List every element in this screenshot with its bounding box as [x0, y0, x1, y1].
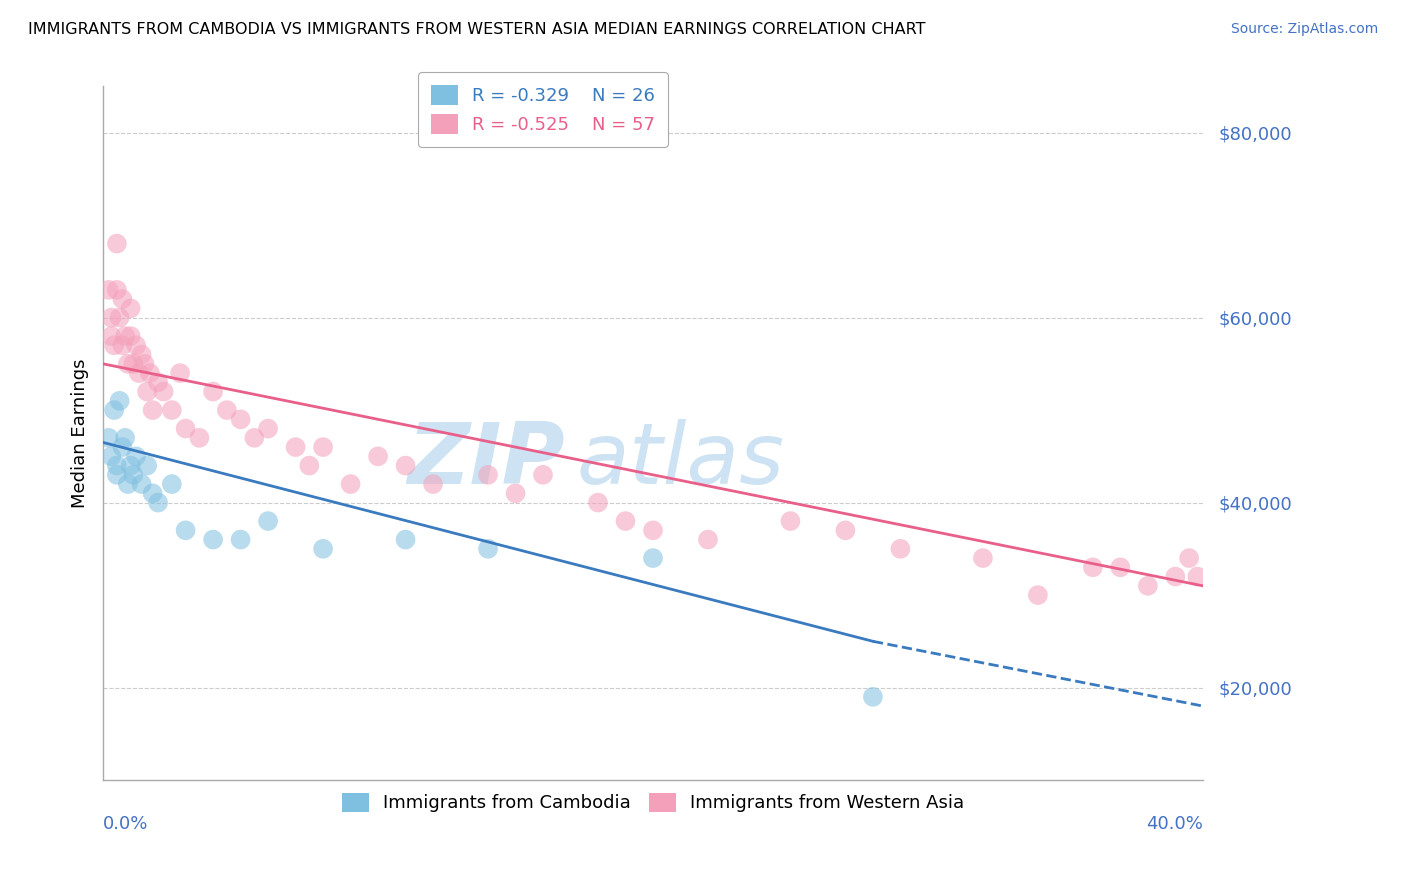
- Point: [160, 477, 183, 491]
- Point: [697, 533, 720, 547]
- Point: [105, 236, 128, 251]
- Point: [394, 533, 416, 547]
- Point: [422, 477, 444, 491]
- Point: [97, 431, 120, 445]
- Point: [103, 338, 125, 352]
- Point: [122, 357, 145, 371]
- Text: 40.0%: 40.0%: [1146, 814, 1204, 833]
- Point: [100, 310, 122, 325]
- Point: [477, 467, 499, 482]
- Point: [114, 329, 136, 343]
- Point: [188, 431, 211, 445]
- Point: [174, 524, 197, 538]
- Point: [257, 421, 280, 435]
- Point: [202, 533, 225, 547]
- Point: [142, 486, 165, 500]
- Point: [972, 551, 994, 566]
- Point: [122, 467, 145, 482]
- Point: [834, 524, 856, 538]
- Point: [284, 440, 307, 454]
- Point: [120, 329, 142, 343]
- Point: [477, 541, 499, 556]
- Point: [114, 431, 136, 445]
- Point: [117, 477, 139, 491]
- Point: [103, 403, 125, 417]
- Point: [100, 450, 122, 464]
- Point: [1178, 551, 1201, 566]
- Point: [1026, 588, 1049, 602]
- Point: [312, 541, 335, 556]
- Point: [146, 495, 169, 509]
- Point: [125, 450, 148, 464]
- Point: [146, 376, 169, 390]
- Point: [160, 403, 183, 417]
- Legend: Immigrants from Cambodia, Immigrants from Western Asia: Immigrants from Cambodia, Immigrants fro…: [335, 786, 972, 820]
- Point: [152, 384, 174, 399]
- Point: [1081, 560, 1104, 574]
- Point: [614, 514, 637, 528]
- Point: [105, 458, 128, 473]
- Point: [889, 541, 911, 556]
- Point: [134, 357, 156, 371]
- Point: [136, 458, 159, 473]
- Point: [131, 477, 153, 491]
- Point: [111, 338, 134, 352]
- Point: [136, 384, 159, 399]
- Text: atlas: atlas: [576, 419, 785, 502]
- Point: [142, 403, 165, 417]
- Point: [97, 283, 120, 297]
- Point: [202, 384, 225, 399]
- Point: [394, 458, 416, 473]
- Point: [120, 301, 142, 316]
- Text: ZIP: ZIP: [408, 419, 565, 502]
- Point: [531, 467, 554, 482]
- Point: [108, 393, 131, 408]
- Text: 0.0%: 0.0%: [103, 814, 149, 833]
- Point: [505, 486, 527, 500]
- Point: [125, 338, 148, 352]
- Point: [174, 421, 197, 435]
- Point: [105, 283, 128, 297]
- Point: [229, 412, 252, 426]
- Point: [779, 514, 801, 528]
- Text: IMMIGRANTS FROM CAMBODIA VS IMMIGRANTS FROM WESTERN ASIA MEDIAN EARNINGS CORRELA: IMMIGRANTS FROM CAMBODIA VS IMMIGRANTS F…: [28, 22, 925, 37]
- Point: [215, 403, 238, 417]
- Point: [312, 440, 335, 454]
- Point: [111, 440, 134, 454]
- Point: [298, 458, 321, 473]
- Y-axis label: Median Earnings: Median Earnings: [72, 359, 89, 508]
- Point: [229, 533, 252, 547]
- Point: [641, 524, 664, 538]
- Point: [111, 292, 134, 306]
- Point: [128, 366, 150, 380]
- Point: [139, 366, 162, 380]
- Point: [339, 477, 361, 491]
- Point: [100, 329, 122, 343]
- Point: [1164, 569, 1187, 583]
- Point: [105, 467, 128, 482]
- Text: Source: ZipAtlas.com: Source: ZipAtlas.com: [1230, 22, 1378, 37]
- Point: [641, 551, 664, 566]
- Point: [131, 348, 153, 362]
- Point: [257, 514, 280, 528]
- Point: [169, 366, 191, 380]
- Point: [1136, 579, 1159, 593]
- Point: [1187, 569, 1209, 583]
- Point: [120, 458, 142, 473]
- Point: [243, 431, 266, 445]
- Point: [1109, 560, 1132, 574]
- Point: [862, 690, 884, 704]
- Point: [117, 357, 139, 371]
- Point: [586, 495, 609, 509]
- Point: [108, 310, 131, 325]
- Point: [367, 450, 389, 464]
